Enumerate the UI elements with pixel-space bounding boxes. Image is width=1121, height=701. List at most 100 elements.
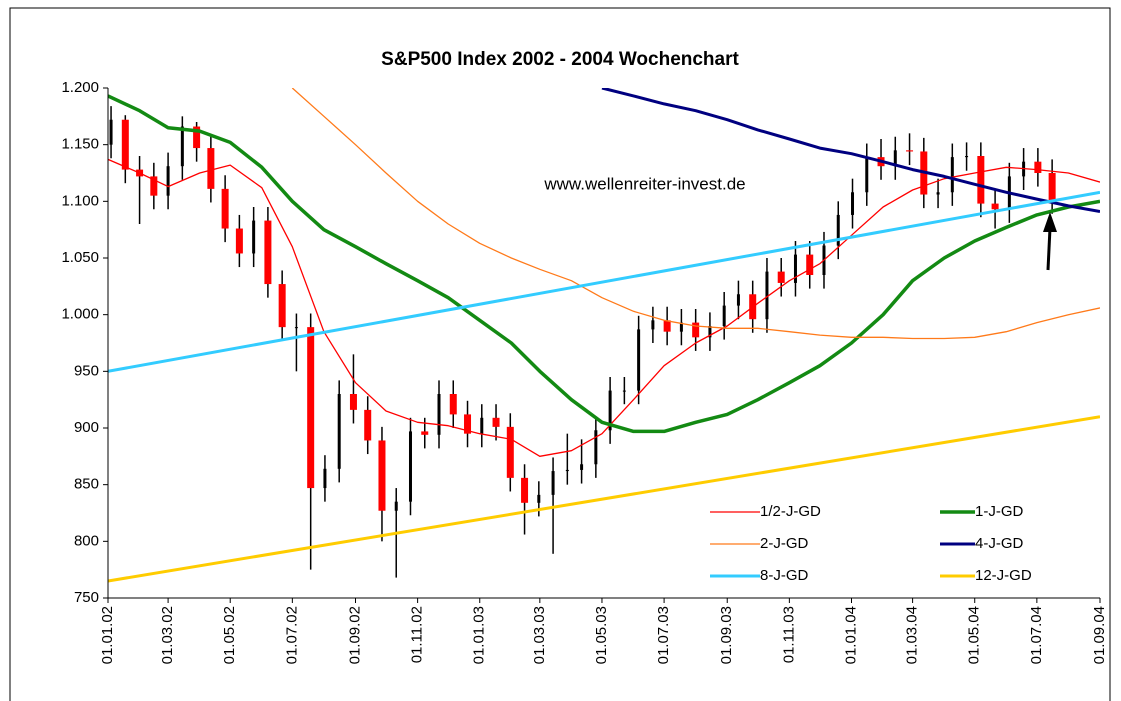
candle-body xyxy=(264,220,272,285)
x-tick-label: 01.01.02 xyxy=(99,606,116,664)
candle-body xyxy=(950,157,954,193)
x-tick-label: 01.11.02 xyxy=(409,606,426,663)
candle-body xyxy=(893,150,897,167)
candle-body xyxy=(865,157,869,193)
candle-body xyxy=(977,156,985,204)
y-tick-label: 1.000 xyxy=(61,306,99,323)
y-tick-label: 800 xyxy=(74,532,99,549)
x-tick-label: 01.07.03 xyxy=(655,606,672,664)
candle-body xyxy=(692,322,700,338)
candle-body xyxy=(193,126,201,149)
candle-body xyxy=(777,271,785,283)
candle-body xyxy=(551,471,555,495)
candle-body xyxy=(394,501,398,511)
candle-body xyxy=(537,494,541,503)
candle-body xyxy=(480,417,484,434)
x-tick-label: 01.09.03 xyxy=(718,606,735,664)
candle-body xyxy=(378,440,386,511)
candle-body xyxy=(294,327,298,329)
legend-label: 1/2-J-GD xyxy=(760,503,821,520)
candle-body xyxy=(851,192,855,215)
candle-body xyxy=(180,126,184,167)
legend-label: 4-J-GD xyxy=(975,535,1024,552)
y-tick-label: 850 xyxy=(74,476,99,493)
candle-body xyxy=(651,320,655,330)
legend-label: 12-J-GD xyxy=(975,567,1032,584)
candle-body xyxy=(836,214,840,246)
ma-line xyxy=(108,94,1100,434)
chart-frame xyxy=(9,7,1111,701)
y-tick-label: 1.150 xyxy=(61,136,99,153)
candle-body xyxy=(323,468,327,489)
candle-body xyxy=(765,271,769,320)
ma-line xyxy=(108,415,1100,583)
candle-body xyxy=(207,148,215,189)
ma-line xyxy=(108,190,1100,373)
x-tick-label: 01.03.04 xyxy=(904,606,921,664)
x-tick-label: 01.11.03 xyxy=(780,606,797,663)
candle-body xyxy=(594,430,598,465)
candle-body xyxy=(679,322,683,332)
ma-line xyxy=(108,158,1100,457)
x-tick-label: 01.05.04 xyxy=(966,606,983,664)
annotation: www.wellenreiter-invest.de xyxy=(543,174,745,193)
candle-body xyxy=(565,469,569,472)
candle-body xyxy=(806,254,814,275)
ma-line xyxy=(601,88,1100,213)
candle-body xyxy=(1048,173,1056,201)
x-tick-label: 01.01.03 xyxy=(471,606,488,664)
candle-body xyxy=(722,305,726,326)
candle-body xyxy=(421,431,429,435)
y-tick-label: 750 xyxy=(74,589,99,606)
candle-body xyxy=(906,150,914,152)
y-tick-label: 1.100 xyxy=(61,192,99,209)
ma-line xyxy=(291,88,1100,340)
legend: 1/2-J-GD 1-J-GD 2-J-GD 4-J-GD 8-J-GD 12-J-GD xyxy=(710,503,1032,584)
candle-body xyxy=(608,390,612,431)
candle-body xyxy=(736,294,740,306)
candle-body xyxy=(307,327,315,489)
candle-body xyxy=(580,464,584,470)
candle-body xyxy=(1034,161,1042,173)
candle-body xyxy=(252,220,256,254)
candle-body xyxy=(109,119,113,145)
candle-body xyxy=(663,320,671,332)
x-tick-label: 01.09.04 xyxy=(1091,606,1108,664)
y-tick-label: 950 xyxy=(74,362,99,379)
candle-body xyxy=(121,119,129,170)
x-tick-label: 01.03.03 xyxy=(531,606,548,664)
candle-body xyxy=(349,394,357,410)
candle-body xyxy=(464,414,472,434)
candle-body xyxy=(991,203,999,210)
legend-label: 2-J-GD xyxy=(760,535,809,552)
y-tick-label: 1.050 xyxy=(61,249,99,266)
x-tick-label: 01.05.02 xyxy=(221,606,238,664)
candle-body xyxy=(221,188,229,229)
candle-body xyxy=(235,228,243,254)
legend-label: 8-J-GD xyxy=(760,567,809,584)
x-tick-label: 01.01.04 xyxy=(842,606,859,664)
x-tick-label: 01.09.02 xyxy=(346,606,363,664)
plot-area xyxy=(108,88,1100,583)
candle-body xyxy=(408,431,412,502)
candle-body xyxy=(793,254,797,283)
candle-body xyxy=(437,394,441,435)
candle-body xyxy=(637,329,641,391)
candle-body xyxy=(936,192,940,195)
candle-body xyxy=(449,394,457,415)
x-tick-label: 01.07.04 xyxy=(1028,606,1045,664)
x-tick-label: 01.03.02 xyxy=(159,606,176,664)
candle-body xyxy=(364,409,372,441)
arrow xyxy=(1043,212,1057,271)
candle-body xyxy=(278,284,286,328)
axes: 750 800 850 900 950 1.000 1.050 1.100 1.150 1.200… xyxy=(61,79,1108,664)
legend-label: 1-J-GD xyxy=(975,503,1024,520)
candle-body xyxy=(708,326,712,338)
candle-body xyxy=(166,166,170,196)
y-tick-label: 1.200 xyxy=(61,79,99,96)
y-tick-label: 900 xyxy=(74,419,99,436)
candle-body xyxy=(521,477,529,503)
chart-title: S&P500 Index 2002 - 2004 Wochenchart xyxy=(381,49,739,70)
candle-body xyxy=(150,176,158,196)
x-tick-label: 01.05.03 xyxy=(593,606,610,664)
